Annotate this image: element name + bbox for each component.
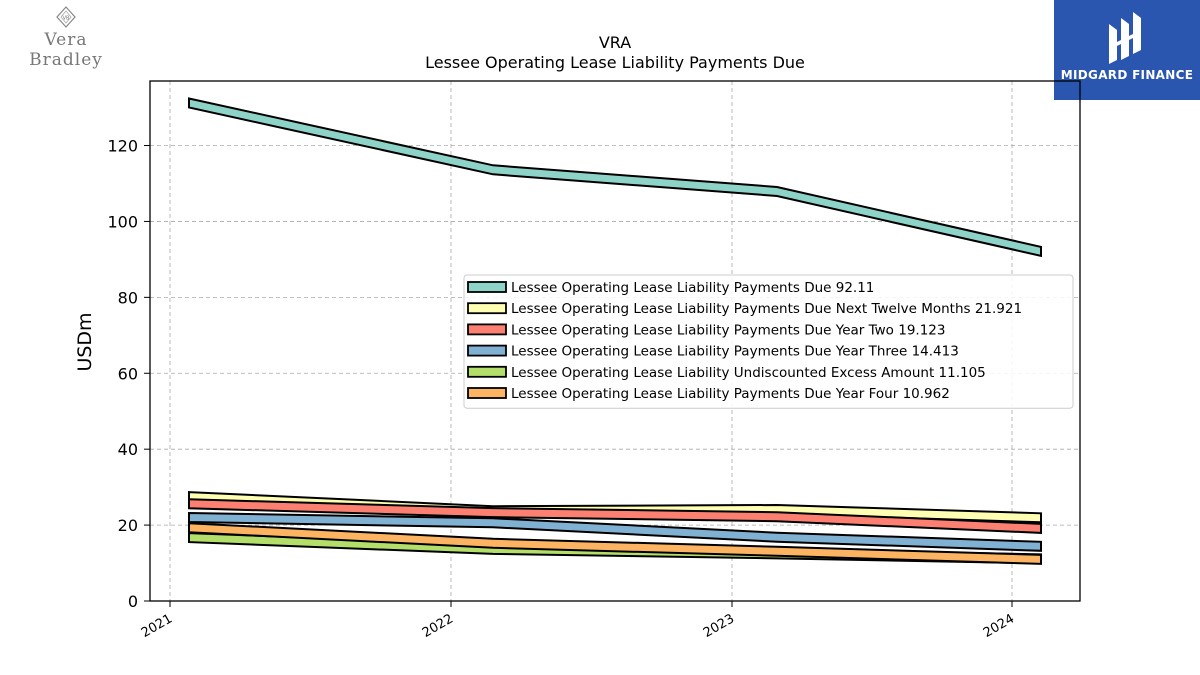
legend-swatch [467, 344, 507, 357]
legend: Lessee Operating Lease Liability Payment… [463, 274, 1074, 409]
legend-box [463, 274, 1074, 409]
y-tick-label: 40 [118, 440, 138, 459]
midgard-finance-mark-icon [1109, 12, 1141, 64]
vera-bradley-mark-text: VB [63, 16, 70, 22]
midgard-finance-logo: MIDGARD FINANCE [1054, 0, 1200, 100]
series-band [188, 522, 1042, 565]
vera-bradley-diamond-icon: VB [56, 6, 76, 28]
plot-frame [149, 80, 1081, 602]
series-band [188, 511, 1042, 552]
series-band [188, 97, 1042, 258]
x-tick-label: 2022 [420, 611, 456, 641]
legend-label: Lessee Operating Lease Liability Payment… [511, 344, 959, 360]
vera-bradley-logo: VB Vera Bradley [6, 6, 126, 70]
legend-swatch [467, 302, 507, 315]
x-tick-label: 2024 [981, 611, 1017, 641]
y-tick-label: 20 [118, 516, 138, 535]
chart-subtitle: Lessee Operating Lease Liability Payment… [425, 53, 805, 72]
y-tick-label: 120 [107, 137, 138, 156]
series-layer [188, 97, 1042, 565]
y-tick-label: 0 [128, 592, 138, 611]
legend-swatch [467, 323, 507, 336]
legend-swatch [467, 387, 507, 399]
x-tick-label: 2021 [139, 611, 175, 641]
y-tick-label: 80 [118, 288, 138, 307]
chart-title: VRA [599, 33, 631, 52]
vera-bradley-wordmark: Vera Bradley [29, 30, 103, 70]
y-tick-label: 60 [118, 364, 138, 383]
x-tick-label: 2023 [701, 611, 737, 641]
legend-label: Lessee Operating Lease Liability Payment… [511, 301, 1022, 317]
legend-label: Lessee Operating Lease Liability Undisco… [511, 365, 986, 381]
legend-swatch [467, 365, 507, 378]
legend-label: Lessee Operating Lease Liability Payment… [511, 322, 945, 338]
legend-label: Lessee Operating Lease Liability Payment… [511, 386, 950, 402]
midgard-finance-wordmark: MIDGARD FINANCE [1060, 68, 1194, 82]
legend-label: Lessee Operating Lease Liability Payment… [511, 280, 874, 296]
y-axis-label: USDm [74, 312, 96, 371]
y-tick-label: 100 [107, 212, 138, 231]
series-band [188, 498, 1042, 534]
legend-swatch [467, 281, 507, 293]
